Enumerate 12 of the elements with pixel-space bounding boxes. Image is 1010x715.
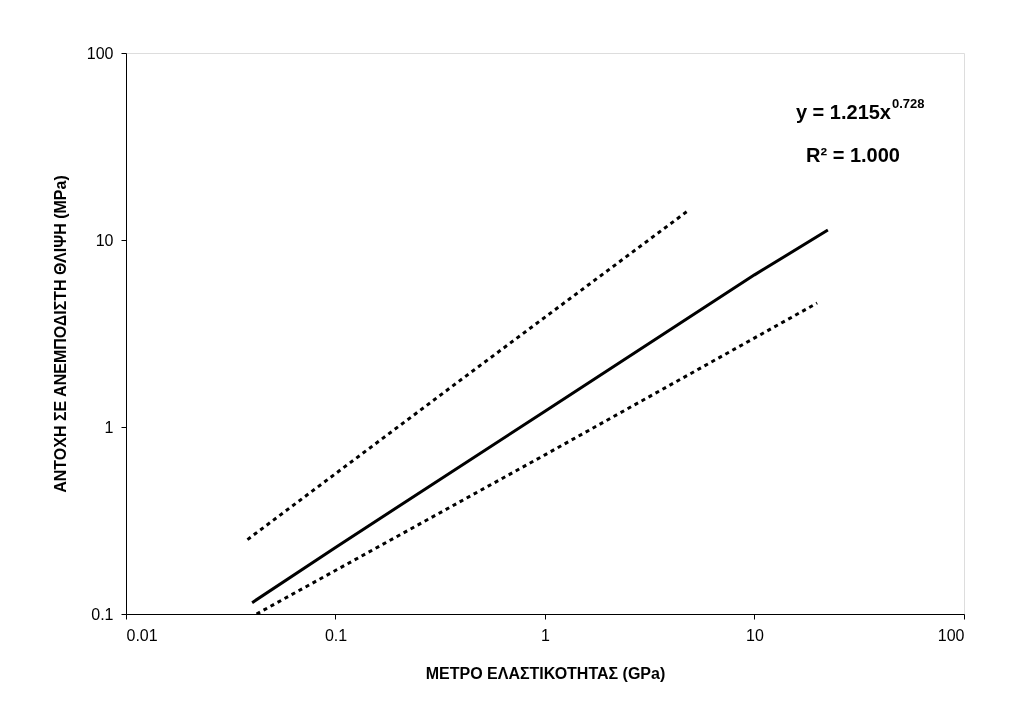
y-tick-label: 100: [86, 44, 114, 62]
y-tick-label: 1: [104, 418, 114, 436]
y-axis-title: ΑΝΤΟΧΗ ΣΕ ΑΝΕΜΠΟΔΙΣΤΗ ΘΛΙΨΗ (MPa): [51, 175, 69, 493]
y-tick-label: 10: [95, 231, 114, 249]
y-tick-label: 0.1: [91, 605, 114, 623]
annotation: R² = 1.000: [806, 144, 900, 166]
x-tick-label: 100: [937, 626, 965, 644]
x-tick-label: 1: [541, 626, 551, 644]
x-axis-title: ΜΕΤΡΟ ΕΛΑΣΤΙΚΟΤΗΤΑΣ (GPa): [425, 664, 666, 682]
x-tick-label: 0.01: [126, 626, 158, 644]
x-tick-label: 10: [746, 626, 764, 644]
x-tick-label: 0.1: [324, 626, 348, 644]
